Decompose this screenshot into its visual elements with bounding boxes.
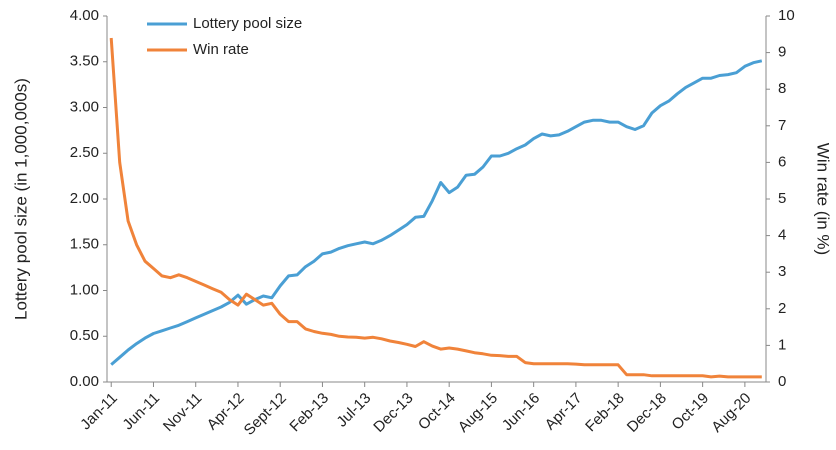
y-tick-label: 4.00 <box>70 7 99 24</box>
legend-label: Lottery pool size <box>193 15 302 32</box>
x-tick-label: Feb-18 <box>582 390 628 436</box>
x-tick-label: Dec-13 <box>370 390 416 436</box>
y2-tick-label: 5 <box>778 190 786 207</box>
y2-tick-label: 7 <box>778 117 786 134</box>
x-tick-label: Jul-13 <box>333 390 374 431</box>
x-tick-label: Nov-11 <box>160 390 205 435</box>
x-tick-label: Aug-15 <box>455 390 501 436</box>
x-tick-label: Oct-19 <box>668 390 712 434</box>
x-tick-label: Oct-14 <box>415 390 459 434</box>
y-tick-label: 3.00 <box>70 98 99 115</box>
y-tick-label: 1.50 <box>70 236 99 253</box>
y2-tick-label: 3 <box>778 263 786 280</box>
x-tick-label: Sept-12 <box>241 390 290 439</box>
x-tick-label: Feb-13 <box>286 390 332 436</box>
x-tick-label: Jan-11 <box>77 390 121 434</box>
y-axis-title: Lottery pool size (in 1,000,000s) <box>11 78 30 320</box>
y2-tick-label: 1 <box>778 336 786 353</box>
series-line <box>110 59 763 366</box>
y2-axis-title: Win rate (in %) <box>814 143 833 255</box>
x-tick-label: Aug-20 <box>708 390 754 436</box>
y-tick-label: 1.00 <box>70 281 99 298</box>
y-tick-label: 0.50 <box>70 327 99 344</box>
y2-tick-label: 9 <box>778 44 786 61</box>
x-tick-label: Apr-17 <box>542 390 586 434</box>
legend-label: Win rate <box>193 41 249 58</box>
y2-tick-label: 10 <box>778 7 795 24</box>
y2-tick-label: 2 <box>778 300 786 317</box>
y2-tick-label: 4 <box>778 227 786 244</box>
y-tick-label: 0.00 <box>70 373 99 390</box>
x-tick-label: Jun-11 <box>119 390 163 434</box>
y-tick-label: 3.50 <box>70 53 99 70</box>
y2-tick-label: 6 <box>778 153 786 170</box>
x-tick-label: Jun-16 <box>499 390 543 434</box>
series-line <box>109 37 762 379</box>
y-tick-label: 2.00 <box>70 190 99 207</box>
y2-tick-label: 0 <box>778 373 786 390</box>
y-tick-label: 2.50 <box>70 144 99 161</box>
x-tick-label: Dec-18 <box>624 390 670 436</box>
y2-tick-label: 8 <box>778 80 786 97</box>
